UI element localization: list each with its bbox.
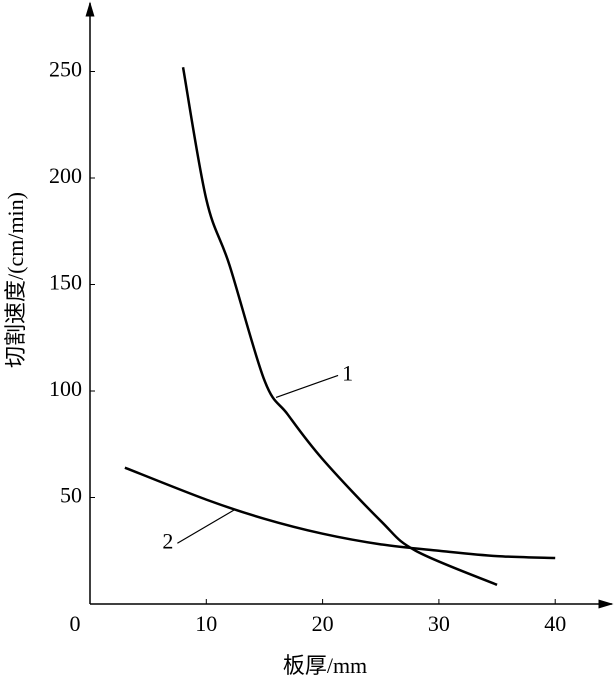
x-tick-label: 0 [70,611,81,636]
x-tick-label: 20 [312,611,334,636]
x-tick-label: 30 [428,611,450,636]
y-tick-label: 250 [49,57,82,82]
x-tick-label: 40 [544,611,566,636]
series-line [124,466,556,560]
y-tick-label: 50 [60,483,82,508]
y-tick-label: 150 [49,270,82,295]
x-tick-label: 10 [195,611,217,636]
y-tick-label: 200 [49,163,82,188]
leader-line [275,374,339,398]
y-axis-label: 切割速度/(cm/min) [3,192,28,368]
y-tick-label: 100 [49,376,82,401]
series-label: 2 [162,528,173,553]
series-label: 1 [342,360,353,385]
leader-line [177,508,236,544]
x-axis-label: 板厚/mm [283,653,367,678]
series-line [181,67,498,586]
